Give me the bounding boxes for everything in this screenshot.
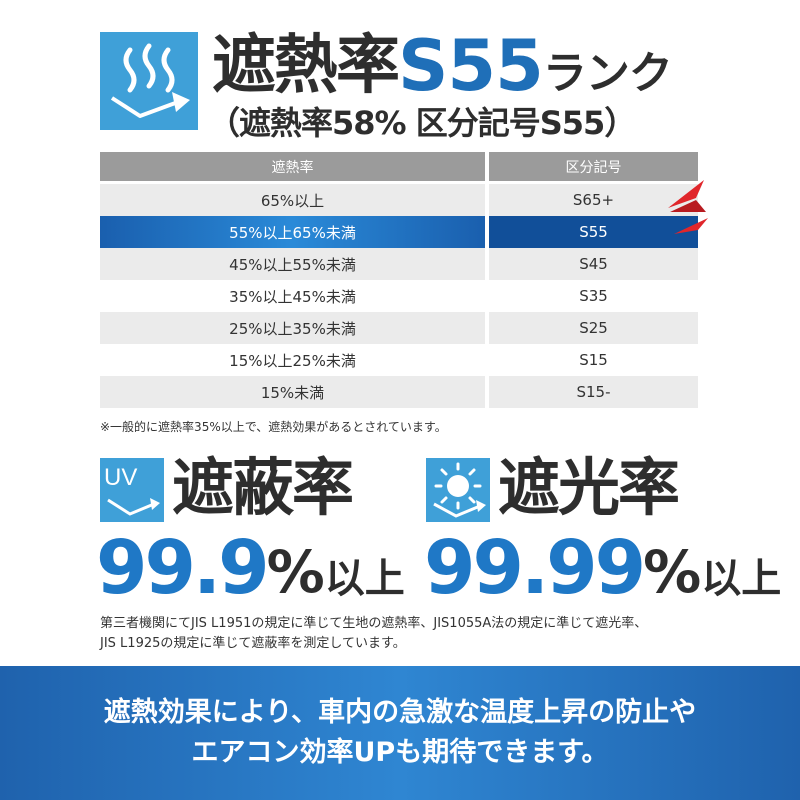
uv-value-number: 99.9 bbox=[96, 525, 270, 611]
heat-rate-table: 遮熱率 区分記号 65%以上 S65+ 55%以上65%未満 S55 45%以上… bbox=[100, 152, 698, 408]
benefit-banner: 遮熱効果により、車内の急激な温度上昇の防止や エアコン効率UPも期待できます。 bbox=[0, 666, 800, 800]
table-cell-code: S35 bbox=[489, 280, 698, 312]
light-title: 遮光率 bbox=[498, 451, 680, 524]
test-description-line: 第三者機関にてJIS L1951の規定に準じて生地の遮熱率、JIS1055A法の… bbox=[100, 616, 648, 631]
title-suffix: ランク bbox=[542, 48, 673, 99]
table-cell-code: S45 bbox=[489, 248, 698, 280]
uv-icon: UV bbox=[100, 458, 164, 522]
table-cell-rate: 25%以上35%未満 bbox=[100, 312, 485, 344]
table-cell-rate: 15%未満 bbox=[100, 376, 485, 408]
heat-reflect-icon bbox=[100, 32, 198, 130]
title-rank: S55 bbox=[398, 25, 544, 107]
table-row: 25%以上35%未満 S25 bbox=[100, 312, 698, 344]
table-cell-code: S25 bbox=[489, 312, 698, 344]
test-description-line: JIS L1925の規定に準じて遮蔽率を測定しています。 bbox=[100, 636, 406, 651]
table-cell-code: S15 bbox=[489, 344, 698, 376]
sun-icon bbox=[426, 458, 490, 522]
light-value: 99.99 % 以上 bbox=[424, 528, 781, 608]
pointer-arrow-icon bbox=[664, 178, 724, 238]
table-cell-code: S15- bbox=[489, 376, 698, 408]
light-value-percent: % bbox=[643, 538, 702, 606]
table-cell-rate: 55%以上65%未満 bbox=[100, 216, 485, 248]
table-cell-rate: 15%以上25%未満 bbox=[100, 344, 485, 376]
light-value-number: 99.99 bbox=[424, 525, 646, 611]
table-row: 15%未満 S15- bbox=[100, 376, 698, 408]
uv-value: 99.9 % 以上 bbox=[96, 528, 405, 608]
table-cell-rate: 65%以上 bbox=[100, 184, 485, 216]
table-header-rate: 遮熱率 bbox=[100, 152, 485, 181]
uv-title: 遮蔽率 bbox=[172, 451, 354, 524]
table-row: 45%以上55%未満 S45 bbox=[100, 248, 698, 280]
uv-value-suffix: 以上 bbox=[324, 556, 405, 602]
test-description: 第三者機関にてJIS L1951の規定に準じて生地の遮熱率、JIS1055A法の… bbox=[100, 614, 647, 654]
light-value-suffix: 以上 bbox=[701, 556, 782, 602]
banner-line: 遮熱効果により、車内の急激な温度上昇の防止や bbox=[103, 697, 697, 728]
uv-icon-label: UV bbox=[104, 464, 138, 491]
title-main: 遮熱率 bbox=[212, 29, 400, 103]
table-row-highlighted: 55%以上65%未満 S55 bbox=[100, 216, 698, 248]
page-title: 遮熱率 S55 ランク bbox=[212, 25, 673, 107]
table-row: 35%以上45%未満 S35 bbox=[100, 280, 698, 312]
uv-value-percent: % bbox=[266, 538, 325, 606]
table-cell-rate: 45%以上55%未満 bbox=[100, 248, 485, 280]
table-cell-rate: 35%以上45%未満 bbox=[100, 280, 485, 312]
table-footnote: ※一般的に遮熱率35%以上で、遮熱効果があるとされています。 bbox=[100, 420, 447, 434]
banner-line: エアコン効率UPも期待できます。 bbox=[191, 737, 609, 768]
page-subtitle: （遮熱率58% 区分記号S55） bbox=[208, 104, 636, 142]
table-cell-code: S65+ bbox=[489, 184, 698, 216]
table-header-row: 遮熱率 区分記号 bbox=[100, 152, 698, 181]
table-row: 15%以上25%未満 S15 bbox=[100, 344, 698, 376]
table-cell-code: S55 bbox=[489, 216, 698, 248]
table-header-code: 区分記号 bbox=[489, 152, 698, 181]
table-row: 65%以上 S65+ bbox=[100, 184, 698, 216]
